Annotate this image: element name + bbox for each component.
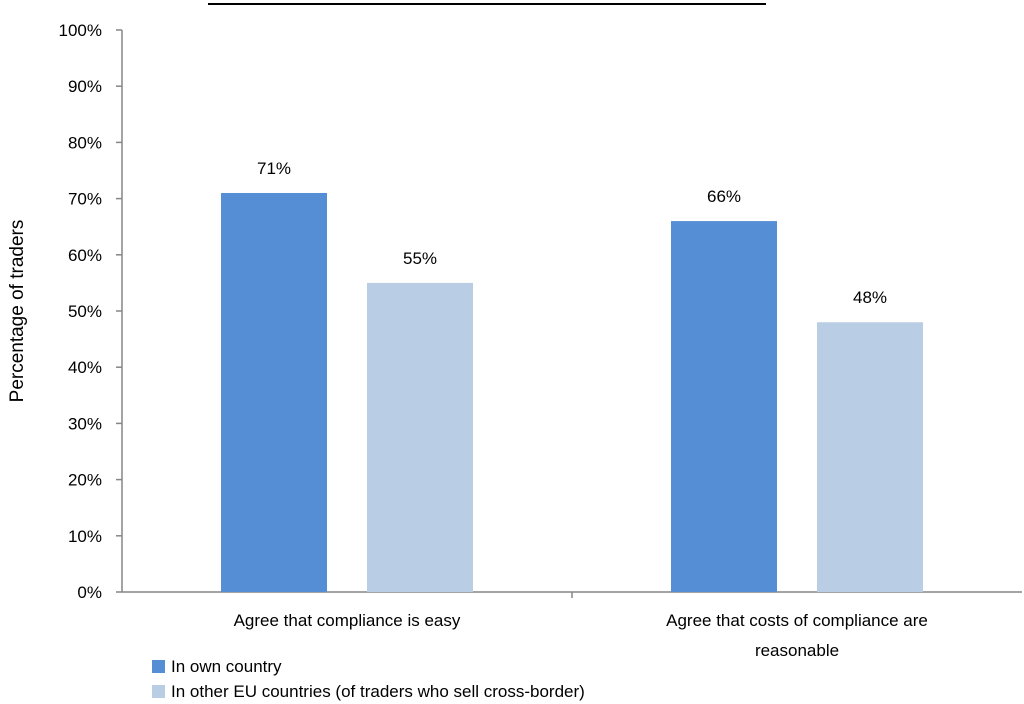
data-label: 71% <box>257 159 291 178</box>
bar-own-country <box>671 221 777 592</box>
legend-swatch-own-country <box>152 660 165 673</box>
y-tick-label: 60% <box>68 246 102 265</box>
bars: 71% 55% 66% 48% <box>221 159 923 598</box>
y-tick-label: 30% <box>68 414 102 433</box>
y-tick-label: 70% <box>68 190 102 209</box>
legend-item-own-country: In own country <box>152 654 585 679</box>
bar-own-country <box>221 192 327 593</box>
legend-label-other-eu: In other EU countries (of traders who se… <box>171 681 585 701</box>
legend: In own country In other EU countries (of… <box>152 654 585 704</box>
legend-swatch-other-eu <box>152 685 165 698</box>
x-category-label: Agree that costs of compliance are <box>666 611 928 630</box>
y-tick-label: 50% <box>68 302 102 321</box>
y-tick-label: 40% <box>68 358 102 377</box>
legend-label-own-country: In own country <box>171 656 282 676</box>
bar-other-eu <box>817 322 923 592</box>
data-label: 66% <box>707 187 741 206</box>
y-tick-label: 10% <box>68 527 102 546</box>
x-categories: Agree that compliance is easy Agree that … <box>234 611 928 660</box>
y-tick-label: 0% <box>77 583 102 602</box>
y-tick-label: 80% <box>68 133 102 152</box>
data-label: 48% <box>853 288 887 307</box>
y-ticks: 0% 10% 20% 30% 40% 50% 60% 70% 80% 90% 100% <box>59 21 122 602</box>
data-label: 55% <box>403 249 437 268</box>
y-axis-title: Percentage of traders <box>7 220 28 403</box>
y-tick-label: 20% <box>68 471 102 490</box>
y-tick-label: 90% <box>68 77 102 96</box>
x-category-label: reasonable <box>755 641 839 660</box>
x-category-label: Agree that compliance is easy <box>234 611 461 630</box>
bar-other-eu <box>367 282 473 592</box>
legend-item-other-eu: In other EU countries (of traders who se… <box>152 679 585 704</box>
y-tick-label: 100% <box>59 21 102 40</box>
